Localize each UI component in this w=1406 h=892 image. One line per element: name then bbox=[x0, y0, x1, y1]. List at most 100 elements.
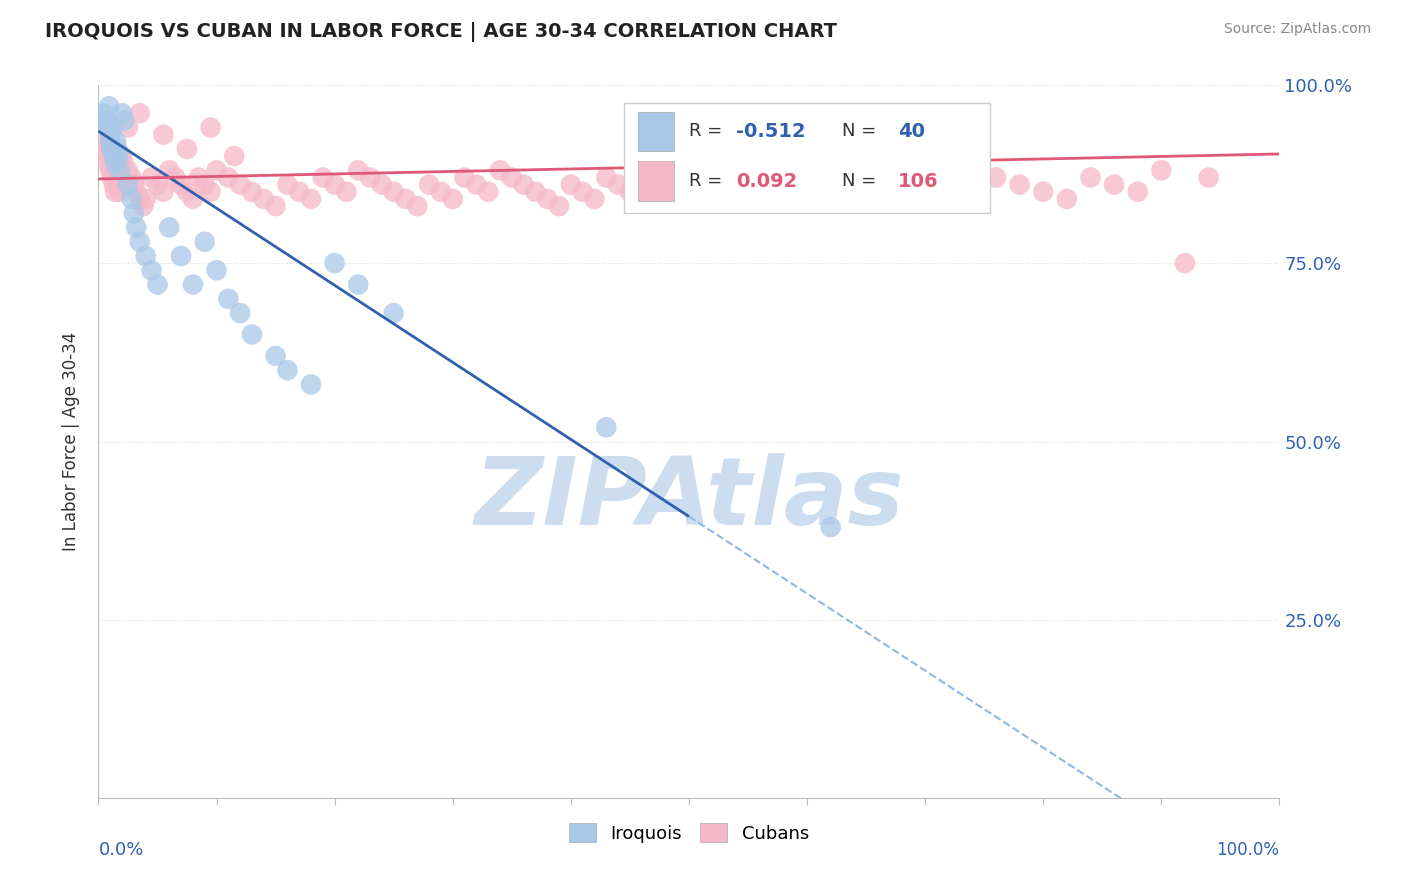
Point bbox=[90, 113, 112, 128]
Point bbox=[630, 163, 652, 178]
Point bbox=[205, 263, 228, 277]
Point bbox=[371, 178, 394, 192]
Point bbox=[200, 185, 222, 199]
Point bbox=[1102, 178, 1125, 192]
FancyBboxPatch shape bbox=[638, 112, 673, 151]
Point bbox=[984, 170, 1007, 185]
Point bbox=[477, 185, 499, 199]
Point bbox=[103, 149, 125, 163]
Point bbox=[359, 170, 381, 185]
Text: 40: 40 bbox=[898, 121, 925, 141]
Point bbox=[101, 149, 124, 163]
Point bbox=[128, 235, 150, 249]
Point bbox=[176, 142, 198, 156]
Point bbox=[132, 199, 155, 213]
Point bbox=[406, 199, 429, 213]
Point bbox=[217, 170, 239, 185]
Point bbox=[176, 185, 198, 199]
Point bbox=[122, 206, 145, 220]
Point bbox=[299, 377, 322, 392]
Text: R =: R = bbox=[689, 172, 728, 190]
Point bbox=[105, 163, 128, 178]
Text: -0.512: -0.512 bbox=[737, 121, 806, 141]
Point bbox=[382, 306, 405, 320]
Point bbox=[96, 149, 118, 163]
Text: ZIPAtlas: ZIPAtlas bbox=[474, 452, 904, 545]
Point bbox=[1198, 170, 1220, 185]
Point bbox=[866, 192, 889, 206]
Point bbox=[253, 192, 276, 206]
Point bbox=[107, 149, 129, 163]
Point bbox=[128, 106, 150, 120]
Point bbox=[135, 192, 157, 206]
Point bbox=[141, 263, 163, 277]
Point bbox=[100, 142, 122, 156]
Point bbox=[194, 235, 217, 249]
Point bbox=[418, 178, 440, 192]
Point bbox=[170, 249, 193, 263]
Text: IROQUOIS VS CUBAN IN LABOR FORCE | AGE 30-34 CORRELATION CHART: IROQUOIS VS CUBAN IN LABOR FORCE | AGE 3… bbox=[45, 22, 837, 42]
Point bbox=[323, 256, 346, 270]
Point bbox=[748, 185, 770, 199]
Point bbox=[560, 178, 582, 192]
Point bbox=[112, 156, 135, 170]
Point bbox=[536, 192, 558, 206]
Point bbox=[1174, 256, 1197, 270]
Point bbox=[101, 120, 124, 135]
Point bbox=[141, 170, 163, 185]
Point bbox=[117, 120, 139, 135]
Point bbox=[105, 135, 128, 149]
Point bbox=[165, 170, 187, 185]
Point bbox=[347, 163, 370, 178]
Point bbox=[820, 178, 842, 192]
Point bbox=[96, 113, 118, 128]
Point bbox=[394, 192, 416, 206]
Point bbox=[108, 163, 131, 178]
Point bbox=[98, 135, 121, 149]
Point bbox=[103, 178, 125, 192]
Text: Source: ZipAtlas.com: Source: ZipAtlas.com bbox=[1223, 22, 1371, 37]
Point bbox=[121, 192, 143, 206]
Point bbox=[146, 178, 169, 192]
Point bbox=[98, 99, 121, 113]
Y-axis label: In Labor Force | Age 30-34: In Labor Force | Age 30-34 bbox=[62, 332, 80, 551]
Point bbox=[288, 185, 311, 199]
Point bbox=[108, 185, 131, 199]
Point bbox=[1008, 178, 1031, 192]
Point bbox=[98, 163, 121, 178]
Legend: Iroquois, Cubans: Iroquois, Cubans bbox=[562, 816, 815, 850]
Point bbox=[489, 163, 512, 178]
Point bbox=[224, 149, 246, 163]
Point bbox=[135, 249, 157, 263]
Point bbox=[240, 185, 263, 199]
Point bbox=[583, 192, 606, 206]
Point bbox=[94, 142, 117, 156]
Point bbox=[112, 113, 135, 128]
Text: 0.0%: 0.0% bbox=[98, 841, 143, 859]
Point bbox=[200, 120, 222, 135]
Point bbox=[654, 178, 676, 192]
Point bbox=[1126, 185, 1149, 199]
Point bbox=[607, 178, 630, 192]
Point bbox=[240, 327, 263, 342]
Point bbox=[1080, 170, 1102, 185]
Point bbox=[205, 163, 228, 178]
Point bbox=[105, 170, 128, 185]
Text: 0.092: 0.092 bbox=[737, 171, 797, 191]
Point bbox=[229, 306, 252, 320]
Text: R =: R = bbox=[689, 122, 728, 140]
Point bbox=[181, 277, 204, 292]
Point bbox=[299, 192, 322, 206]
Point bbox=[264, 199, 287, 213]
Point bbox=[100, 170, 122, 185]
Point bbox=[217, 292, 239, 306]
Point bbox=[512, 178, 534, 192]
Point bbox=[772, 163, 794, 178]
Point bbox=[146, 277, 169, 292]
Point bbox=[104, 185, 127, 199]
Point bbox=[501, 170, 523, 185]
Point bbox=[112, 178, 135, 192]
Point bbox=[890, 170, 912, 185]
Point bbox=[1056, 192, 1078, 206]
Point bbox=[702, 170, 724, 185]
